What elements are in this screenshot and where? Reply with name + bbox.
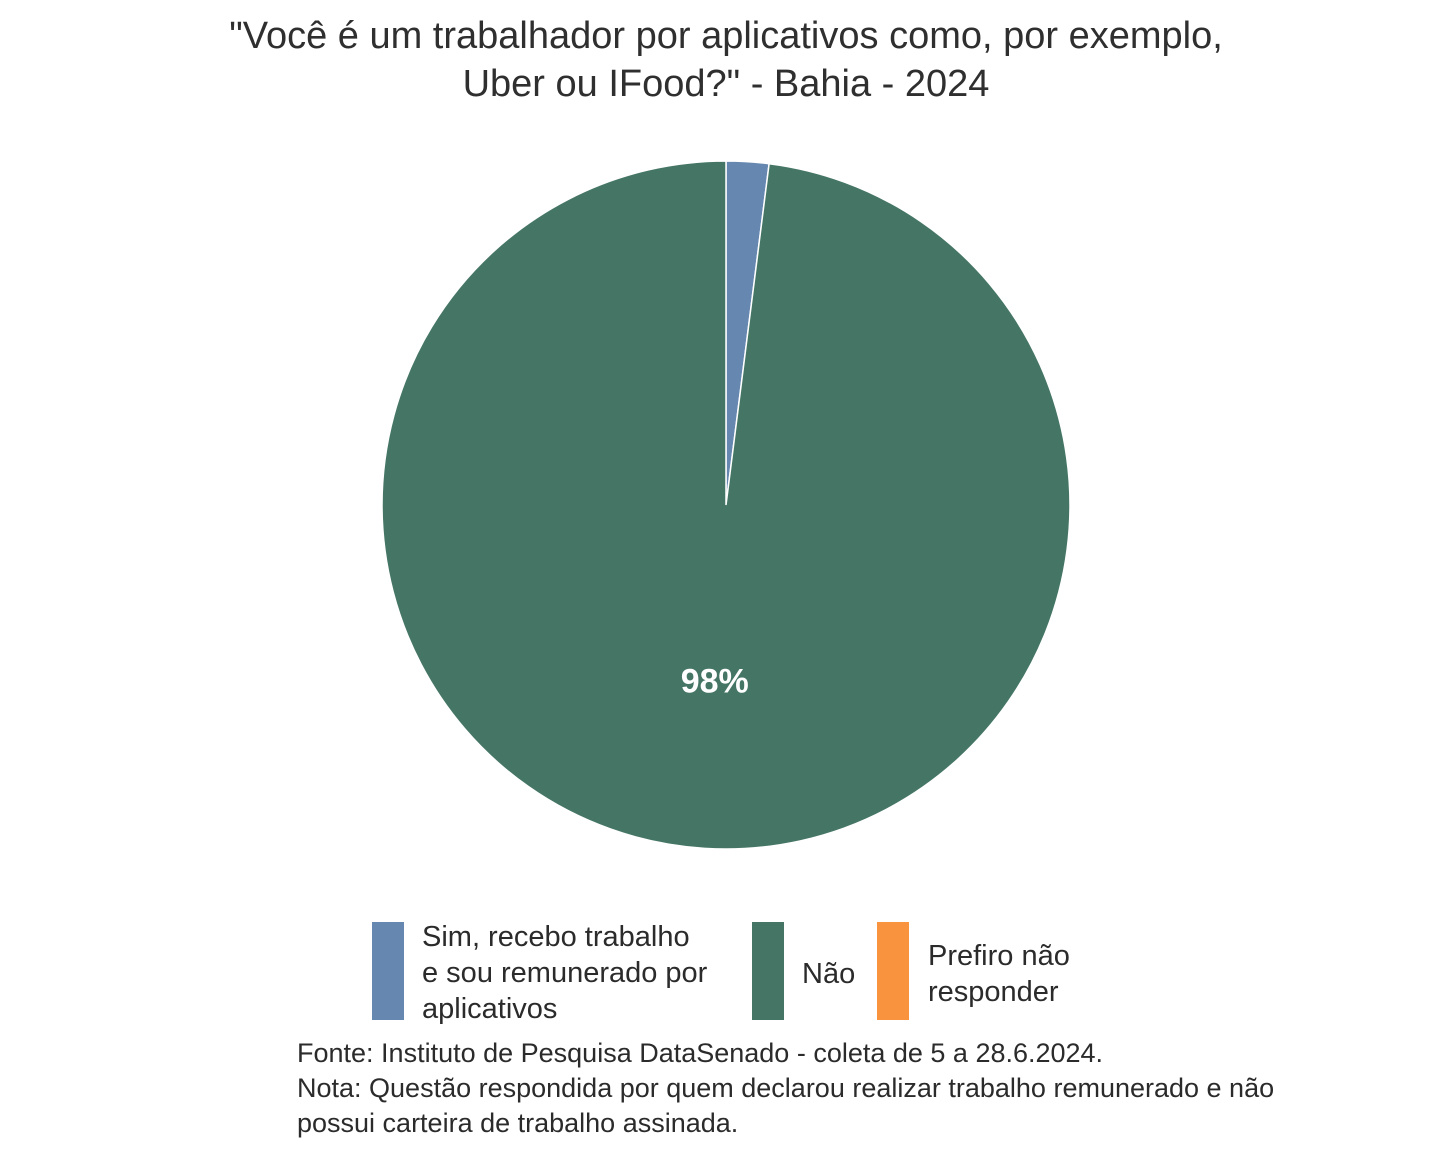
legend-label-prefiro: Prefiro não responder bbox=[928, 938, 1070, 1010]
legend-label-nao: Não bbox=[802, 956, 855, 992]
pie-data-label-nao: 98% bbox=[681, 663, 749, 701]
caption-source: Fonte: Instituto de Pesquisa DataSenado … bbox=[297, 1038, 1104, 1068]
legend-key-prefiro bbox=[877, 922, 909, 1020]
chart-title-line-2: Uber ou IFood?" - Bahia - 2024 bbox=[462, 63, 990, 105]
chart-title-line-1: "Você é um trabalhador por aplicativos c… bbox=[229, 15, 1223, 57]
legend: Sim, recebo trabalho e sou remunerado po… bbox=[0, 918, 1440, 1028]
caption-note-line-1: Nota: Questão respondida por quem declar… bbox=[297, 1073, 1275, 1103]
legend-label-prefiro-line-1: Prefiro não bbox=[928, 940, 1070, 972]
pie-slice-nao bbox=[381, 160, 1071, 850]
caption-note-line-2: possui carteira de trabalho assinada. bbox=[297, 1108, 739, 1138]
legend-label-sim: Sim, recebo trabalho e sou remunerado po… bbox=[422, 919, 707, 1027]
legend-key-sim bbox=[372, 922, 404, 1020]
chart-title: "Você é um trabalhador por aplicativos c… bbox=[0, 12, 1440, 108]
caption: Fonte: Instituto de Pesquisa DataSenado … bbox=[297, 1036, 1437, 1141]
legend-label-sim-line-1: Sim, recebo trabalho bbox=[422, 921, 690, 953]
legend-label-nao-line-1: Não bbox=[802, 958, 856, 990]
legend-label-sim-line-3: aplicativos bbox=[422, 993, 558, 1025]
legend-key-nao bbox=[752, 922, 784, 1020]
legend-label-prefiro-line-2: responder bbox=[928, 976, 1059, 1008]
pie-chart: 98% bbox=[381, 160, 1071, 850]
legend-label-sim-line-2: e sou remunerado por bbox=[422, 957, 708, 989]
